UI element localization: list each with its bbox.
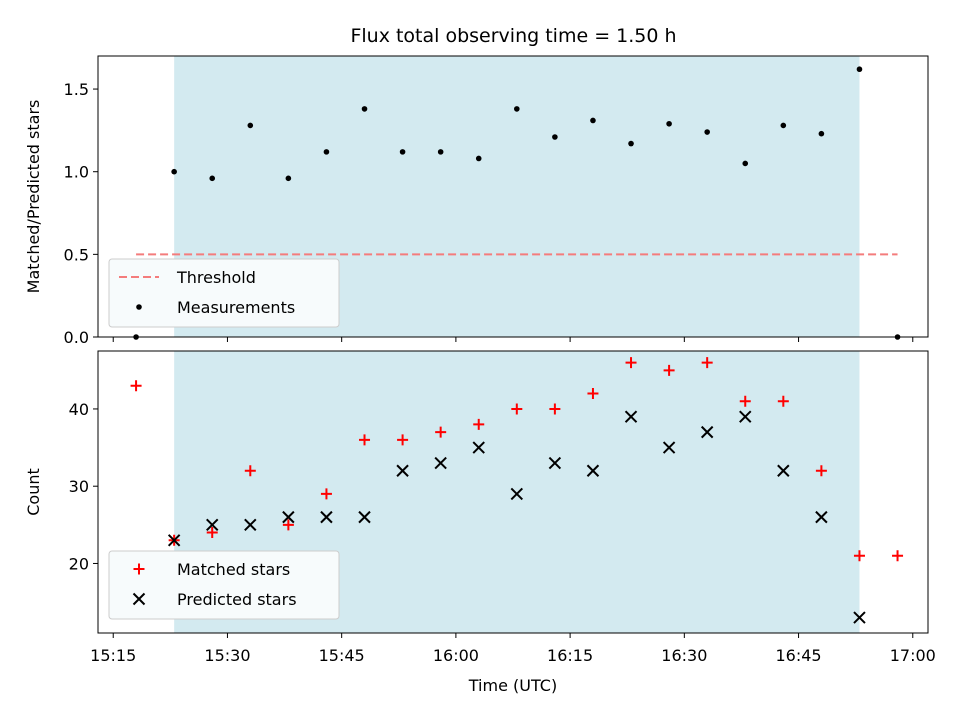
- y-tick-label: 0.0: [64, 328, 89, 347]
- measurement-point: [475, 155, 482, 162]
- matched-star-point: [359, 434, 371, 446]
- measurement-point: [628, 140, 634, 147]
- predicted-star-point: [472, 441, 485, 454]
- predicted-star-point: [282, 510, 295, 524]
- measurement-point: [856, 66, 863, 73]
- legend-measurements-label: Measurements: [177, 298, 295, 317]
- measurement-point: [437, 149, 444, 155]
- measurement-point: [742, 160, 749, 167]
- legend-matched-label: Matched stars: [177, 560, 290, 579]
- measurement-point: [666, 120, 672, 127]
- measurement-point: [209, 175, 216, 182]
- matched-star-point: [282, 519, 294, 531]
- matched-star-point: [739, 395, 751, 407]
- predicted-star-point: [358, 510, 371, 524]
- matched-star-point: [892, 550, 904, 562]
- measurement-point: [818, 130, 825, 137]
- matched-star-point: [853, 550, 865, 562]
- y-axis-label: Count: [24, 468, 43, 516]
- matched-star-point: [320, 488, 332, 500]
- matched-star-point: [511, 403, 523, 415]
- y-tick-label: 20: [69, 554, 89, 573]
- matched-star-point: [815, 465, 827, 477]
- y-tick-label: 1.0: [64, 163, 89, 182]
- chart-title: Flux total observing time = 1.50 h: [350, 25, 676, 47]
- matched-star-point: [244, 465, 256, 477]
- predicted-star-point: [624, 410, 638, 423]
- predicted-star-point: [320, 510, 333, 524]
- top-panel: 0.0 0.5 1.0 1.5 Matched/Predicted stars Thres…: [24, 55, 929, 347]
- x-tick-label: 16:45: [775, 646, 821, 665]
- predicted-star-point: [206, 518, 219, 532]
- measurement-point: [323, 149, 330, 155]
- x-axis-label: Time (UTC): [468, 676, 557, 695]
- measurement-point: [399, 149, 406, 155]
- legend: Matched stars Predicted stars: [108, 550, 340, 620]
- matched-star-point: [130, 380, 142, 392]
- legend: Threshold Measurements: [108, 258, 340, 328]
- matched-star-point: [777, 395, 789, 407]
- measurement-point: [247, 122, 254, 129]
- legend-measurements-swatch: [136, 304, 142, 310]
- legend-threshold-label: Threshold: [176, 268, 256, 287]
- predicted-star-point: [434, 456, 447, 470]
- predicted-star-point: [700, 425, 714, 439]
- x-tick-label: 15:45: [319, 646, 365, 665]
- measurement-point: [704, 129, 710, 135]
- matched-star-point: [663, 364, 675, 376]
- matched-star-point: [549, 403, 561, 415]
- predicted-star-point: [548, 456, 562, 470]
- predicted-star-point: [586, 464, 600, 477]
- matched-star-point: [587, 387, 599, 399]
- y-tick-label: 1.5: [64, 80, 89, 99]
- measurement-point: [780, 122, 787, 129]
- plot-frame: [97, 350, 929, 634]
- predicted-star-point: [777, 464, 790, 477]
- legend-box: [108, 550, 340, 620]
- predicted-star-point: [739, 410, 752, 423]
- x-tick-label: 16:30: [661, 646, 707, 665]
- bottom-panel: 20 30 40 15:15 15:30 15:45 16:00 16:15 16:30 16:4…: [24, 350, 936, 695]
- measurement-point: [285, 175, 292, 182]
- x-tick-label: 16:15: [547, 646, 593, 665]
- predicted-star-point: [167, 534, 181, 547]
- predicted-star-point: [853, 611, 866, 624]
- measurement-point: [552, 134, 558, 140]
- matched-star-point: [701, 357, 713, 369]
- x-tick-label: 17:00: [890, 646, 936, 665]
- matched-star-point: [625, 357, 637, 369]
- y-tick-label: 40: [69, 400, 89, 419]
- legend-matched-swatch: [133, 563, 145, 575]
- legend-predicted-label: Predicted stars: [177, 590, 297, 609]
- matched-star-point: [473, 418, 485, 430]
- predicted-star-point: [510, 487, 524, 501]
- predicted-star-point: [244, 518, 257, 532]
- measurement-point: [361, 106, 368, 112]
- predicted-star-point: [662, 441, 676, 454]
- x-tick-label: 15:30: [204, 646, 250, 665]
- matched-star-point: [435, 426, 447, 438]
- measurement-point: [514, 106, 520, 112]
- y-tick-label: 30: [69, 477, 89, 496]
- plot-frame: [97, 55, 929, 338]
- y-axis-label: Matched/Predicted stars: [24, 100, 43, 294]
- predicted-star-point: [396, 464, 409, 477]
- legend-box: [108, 258, 340, 328]
- legend-predicted-swatch: [132, 592, 146, 606]
- x-tick-label: 15:15: [90, 646, 136, 665]
- measurement-point: [590, 117, 596, 124]
- predicted-star-point: [815, 510, 828, 524]
- x-tick-label: 16:00: [433, 646, 479, 665]
- matched-star-point: [397, 434, 409, 446]
- y-tick-label: 0.5: [64, 245, 89, 264]
- measurement-point: [171, 168, 177, 175]
- matched-star-point: [206, 527, 218, 539]
